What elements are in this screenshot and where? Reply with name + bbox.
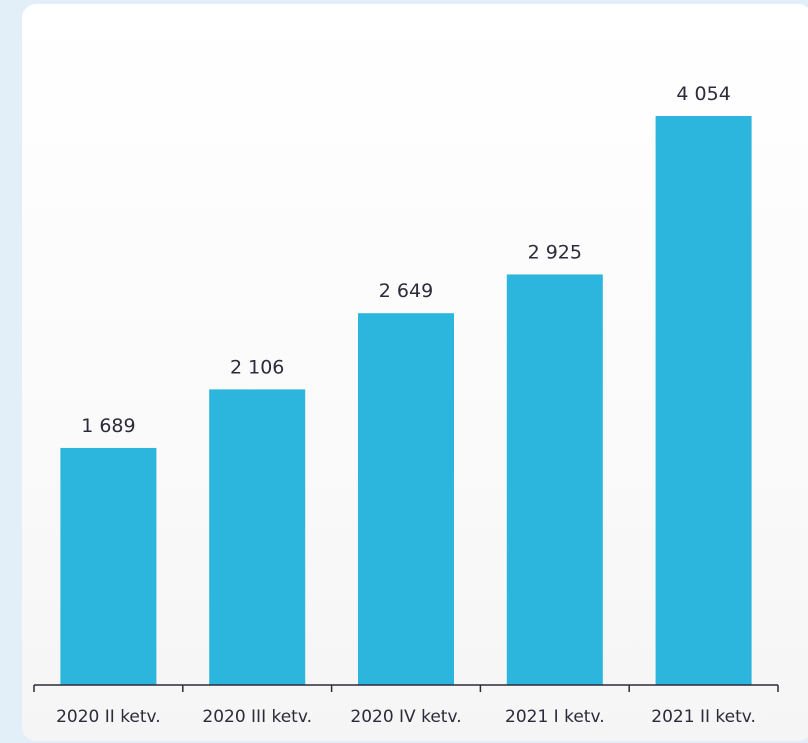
bar-1 xyxy=(60,447,157,685)
bar-value-label: 2 106 xyxy=(230,356,284,378)
bars-group xyxy=(60,116,752,685)
category-label: 2020 IV ketv. xyxy=(350,707,461,727)
category-label: 2021 I ketv. xyxy=(505,707,605,727)
bar-value-label: 4 054 xyxy=(676,83,730,105)
bar-value-label: 2 649 xyxy=(379,280,433,302)
bar-value-label: 1 689 xyxy=(81,415,135,437)
category-labels-group: 2020 II ketv. 2020 III ketv. 2020 IV ketv.… xyxy=(56,707,756,727)
category-label: 2020 II ketv. xyxy=(56,707,161,727)
bar-5 xyxy=(655,116,752,685)
category-label: 2021 II ketv. xyxy=(651,707,756,727)
bar-2 xyxy=(209,389,306,685)
value-labels-group: 1 689 2 106 2 649 2 925 4 054 xyxy=(81,83,731,437)
category-label: 2020 III ketv. xyxy=(202,707,312,727)
x-axis-ticks xyxy=(33,685,779,692)
bar-value-label: 2 925 xyxy=(528,241,582,263)
bar-4 xyxy=(506,274,603,685)
bar-3 xyxy=(358,313,454,685)
